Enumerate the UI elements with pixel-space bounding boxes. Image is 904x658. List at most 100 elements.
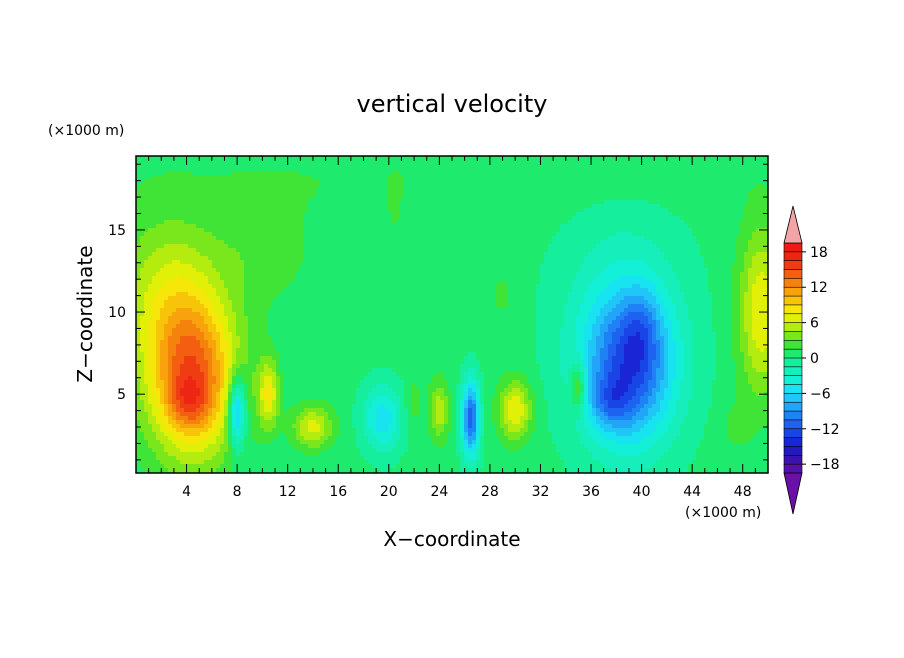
contour-cell	[680, 180, 685, 185]
contour-cell	[636, 256, 641, 261]
contour-cell	[172, 224, 177, 229]
contour-cell	[572, 176, 577, 181]
contour-cell	[252, 176, 257, 181]
contour-cell	[252, 180, 257, 185]
contour-cell	[444, 224, 449, 229]
contour-cell	[244, 172, 249, 177]
contour-cell	[220, 200, 225, 205]
contour-cell	[500, 224, 505, 229]
contour-cell	[296, 204, 301, 209]
contour-cell	[496, 180, 501, 185]
contour-cell	[504, 264, 509, 269]
contour-cell	[564, 224, 569, 229]
contour-cell	[468, 248, 473, 253]
contour-cell	[548, 264, 553, 269]
contour-cell	[288, 240, 293, 245]
contour-cell	[280, 204, 285, 209]
contour-cell	[708, 160, 713, 165]
contour-cell	[368, 256, 373, 261]
contour-cell	[656, 180, 661, 185]
contour-cell	[672, 192, 677, 197]
contour-cell	[692, 260, 697, 265]
contour-cell	[472, 220, 477, 225]
contour-cell	[340, 260, 345, 265]
contour-cell	[448, 232, 453, 237]
contour-cell	[508, 220, 513, 225]
contour-cell	[604, 216, 609, 221]
contour-cell	[692, 240, 697, 245]
contour-cell	[232, 248, 237, 253]
contour-cell	[720, 224, 725, 229]
contour-cell	[492, 228, 497, 233]
contour-cell	[400, 256, 405, 261]
contour-cell	[204, 184, 209, 189]
contour-cell	[292, 244, 297, 249]
contour-cell	[356, 268, 361, 273]
contour-cell	[452, 256, 457, 261]
contour-cell	[304, 240, 309, 245]
contour-cell	[224, 160, 229, 165]
contour-cell	[240, 248, 245, 253]
contour-cell	[348, 156, 353, 161]
contour-cell	[504, 236, 509, 241]
contour-cell	[616, 168, 621, 173]
contour-cell	[740, 192, 745, 197]
contour-cell	[708, 248, 713, 253]
contour-cell	[760, 164, 765, 169]
contour-cell	[692, 220, 697, 225]
contour-cell	[752, 172, 757, 177]
contour-cell	[196, 228, 201, 233]
contour-cell	[700, 248, 705, 253]
contour-cell	[668, 268, 673, 273]
contour-cell	[280, 156, 285, 161]
contour-cell	[176, 248, 181, 253]
contour-cell	[240, 196, 245, 201]
contour-cell	[360, 236, 365, 241]
contour-cell	[308, 188, 313, 193]
contour-cell	[528, 180, 533, 185]
contour-cell	[144, 252, 149, 257]
contour-cell	[556, 176, 561, 181]
contour-cell	[592, 160, 597, 165]
contour-cell	[660, 248, 665, 253]
contour-cell	[516, 220, 521, 225]
contour-cell	[164, 188, 169, 193]
contour-cell	[452, 196, 457, 201]
contour-cell	[680, 276, 685, 281]
contour-cell	[564, 188, 569, 193]
contour-cell	[252, 200, 257, 205]
contour-cell	[196, 276, 201, 281]
contour-cell	[736, 236, 741, 241]
contour-cell	[568, 276, 573, 281]
contour-cell	[392, 168, 397, 173]
contour-cell	[204, 200, 209, 205]
contour-cell	[736, 192, 741, 197]
contour-cell	[716, 232, 721, 237]
contour-cell	[764, 220, 768, 225]
contour-cell	[520, 260, 525, 265]
contour-cell	[688, 208, 693, 213]
contour-cell	[252, 212, 257, 217]
contour-cell	[712, 268, 717, 273]
contour-cell	[760, 176, 765, 181]
contour-cell	[284, 192, 289, 197]
contour-cell	[276, 208, 281, 213]
contour-cell	[284, 160, 289, 165]
contour-cell	[556, 156, 561, 161]
contour-cell	[268, 264, 273, 269]
contour-cell	[412, 272, 417, 277]
contour-cell	[284, 264, 289, 269]
contour-cell	[704, 264, 709, 269]
contour-cell	[504, 184, 509, 189]
contour-cell	[256, 228, 261, 233]
contour-cell	[360, 204, 365, 209]
contour-cell	[660, 172, 665, 177]
contour-cell	[416, 160, 421, 165]
contour-cell	[324, 236, 329, 241]
contour-cell	[188, 156, 193, 161]
contour-cell	[644, 244, 649, 249]
contour-cell	[324, 168, 329, 173]
contour-cell	[356, 212, 361, 217]
contour-cell	[420, 228, 425, 233]
contour-cell	[424, 260, 429, 265]
